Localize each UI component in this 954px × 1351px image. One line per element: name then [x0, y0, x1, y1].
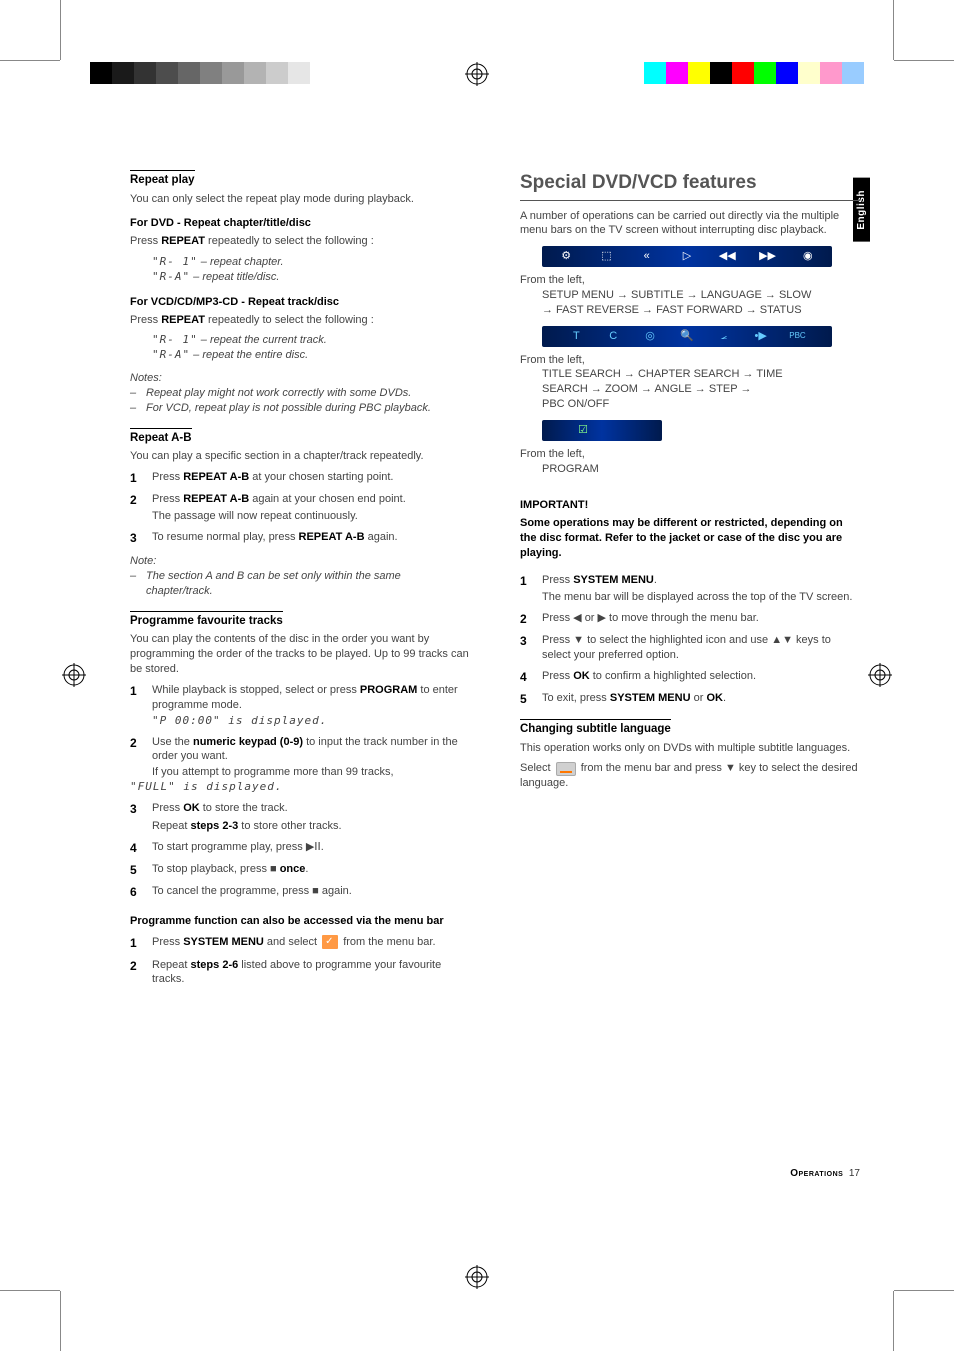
bar2-line2: SEARCH → ZOOM → ANGLE → STEP →	[542, 382, 860, 397]
setup-icon: ⚙	[555, 249, 577, 264]
repeat-ab-intro: You can play a specific section in a cha…	[130, 449, 470, 464]
colorbar-right	[644, 62, 864, 84]
prog-step-4: 4To start programme play, press ▶ⅠⅠ.	[130, 840, 470, 856]
dvd-opt-1: "R- 1" – repeat chapter.	[152, 255, 470, 270]
step-icon: •▶	[750, 329, 772, 344]
note-1: –Repeat play might not work correctly wi…	[130, 386, 470, 401]
notes-head: Notes:	[130, 371, 470, 386]
zoom-icon: 🔍	[676, 329, 698, 344]
prog-step-5: 5To stop playback, press ■ once.	[130, 862, 470, 878]
bar3-line1: PROGRAM	[542, 462, 860, 477]
bar1-line2: → FAST REVERSE → FAST FORWARD → STATUS	[542, 303, 860, 318]
prog-step-2: 2Use the numeric keypad (0-9) to input t…	[130, 735, 470, 765]
fast-forward-icon: ▶▶	[757, 249, 779, 264]
prog-intro: You can play the contents of the disc in…	[130, 632, 470, 677]
repeat-play-intro: You can only select the repeat play mode…	[130, 192, 470, 207]
registration-top	[465, 62, 489, 86]
vcd-opt-2: "R-A" – repeat the entire disc.	[152, 348, 470, 363]
registration-left	[62, 663, 86, 687]
slow-icon: ▷	[676, 249, 698, 264]
status-icon: ◉	[797, 249, 819, 264]
heading-dvd-repeat: For DVD - Repeat chapter/title/disc	[130, 216, 470, 231]
bar2-line3: PBC ON/OFF	[542, 397, 860, 412]
right-column: Special DVD/VCD features A number of ope…	[520, 170, 860, 987]
bar1-from-left: From the left,	[520, 273, 860, 288]
program-icon	[322, 935, 338, 949]
r-step-2: 2Press ◀ or ▶ to move through the menu b…	[520, 611, 860, 627]
registration-bottom	[465, 1265, 489, 1289]
registration-right	[868, 663, 892, 687]
heading-repeat-play: Repeat play	[130, 170, 195, 189]
angle-icon: ⦟	[713, 329, 735, 344]
heading-special: Special DVD/VCD features	[520, 170, 860, 201]
title-search-icon: T	[565, 329, 587, 344]
bar1-line1: SETUP MENU → SUBTITLE → LANGUAGE → SLOW	[542, 288, 860, 303]
fast-reverse-icon: ◀◀	[716, 249, 738, 264]
program-menu-icon: ☑	[572, 423, 594, 438]
subtitle-body: Select from the menu bar and press ▼ key…	[520, 761, 860, 791]
heading-repeat-ab: Repeat A-B	[130, 428, 192, 447]
page-footer: Operations 17	[790, 1168, 860, 1179]
prog-step-1-sub: "P 00:00" is displayed.	[152, 714, 470, 729]
bar2-from-left: From the left,	[520, 353, 860, 368]
r-step-3: 3Press ▼ to select the highlighted icon …	[520, 633, 860, 663]
r-step-1-sub: The menu bar will be displayed across th…	[542, 590, 860, 605]
time-search-icon: ◎	[639, 329, 661, 344]
menu-bar-3: ☑	[542, 420, 662, 441]
colorbar-left	[90, 62, 310, 84]
ab-step-1: 1Press REPEAT A-B at your chosen startin…	[130, 470, 470, 486]
r-step-5: 5To exit, press SYSTEM MENU or OK.	[520, 691, 860, 707]
prog-alt-step-2: 2Repeat steps 2-6 listed above to progra…	[130, 958, 470, 988]
heading-programme: Programme favourite tracks	[130, 611, 283, 630]
dvd-repeat-line: Press REPEAT repeatedly to select the fo…	[130, 234, 470, 249]
prog-step-2-sub1: If you attempt to programme more than 99…	[152, 765, 470, 780]
bar3-from-left: From the left,	[520, 447, 860, 462]
heading-subtitle: Changing subtitle language	[520, 719, 671, 738]
r-step-4: 4Press OK to confirm a highlighted selec…	[520, 669, 860, 685]
ab-note: –The section A and B can be set only wit…	[130, 569, 470, 599]
bar2-line1: TITLE SEARCH → CHAPTER SEARCH → TIME	[542, 367, 860, 382]
prog-step-3: 3Press OK to store the track.	[130, 801, 470, 817]
ab-step-2: 2Press REPEAT A-B again at your chosen e…	[130, 492, 470, 508]
ab-step-3: 3To resume normal play, press REPEAT A-B…	[130, 530, 470, 546]
language-icon: «	[636, 249, 658, 264]
left-column: Repeat play You can only select the repe…	[130, 170, 470, 987]
heading-vcd-repeat: For VCD/CD/MP3-CD - Repeat track/disc	[130, 295, 470, 310]
prog-alt-heading: Programme function can also be accessed …	[130, 914, 470, 929]
pbc-icon: PBC	[786, 331, 808, 342]
ab-step-2-sub: The passage will now repeat continuously…	[152, 509, 470, 524]
prog-step-6: 6To cancel the programme, press ■ again.	[130, 884, 470, 900]
important-body: Some operations may be different or rest…	[520, 516, 860, 561]
special-intro: A number of operations can be carried ou…	[520, 209, 860, 239]
chapter-search-icon: C	[602, 329, 624, 344]
ab-note-head: Note:	[130, 554, 470, 569]
prog-alt-step-1: 1Press SYSTEM MENU and select from the m…	[130, 935, 470, 951]
subtitle-menu-icon	[556, 762, 576, 776]
prog-step-2-sub2: "FULL" is displayed.	[130, 780, 470, 795]
vcd-opt-1: "R- 1" – repeat the current track.	[152, 333, 470, 348]
note-2: –For VCD, repeat play is not possible du…	[130, 401, 470, 416]
important-head: IMPORTANT!	[520, 498, 860, 513]
dvd-opt-2: "R-A" – repeat title/disc.	[152, 270, 470, 285]
subtitle-icon: ⬚	[595, 249, 617, 264]
menu-bar-1: ⚙ ⬚ « ▷ ◀◀ ▶▶ ◉	[542, 246, 832, 267]
menu-bar-2: T C ◎ 🔍 ⦟ •▶ PBC	[542, 326, 832, 347]
vcd-repeat-line: Press REPEAT repeatedly to select the fo…	[130, 313, 470, 328]
page-content: Repeat play You can only select the repe…	[130, 170, 860, 987]
r-step-1: 1Press SYSTEM MENU.	[520, 573, 860, 589]
prog-step-3-sub: Repeat steps 2-3 to store other tracks.	[152, 819, 470, 834]
subtitle-intro: This operation works only on DVDs with m…	[520, 741, 860, 756]
prog-step-1: 1While playback is stopped, select or pr…	[130, 683, 470, 713]
